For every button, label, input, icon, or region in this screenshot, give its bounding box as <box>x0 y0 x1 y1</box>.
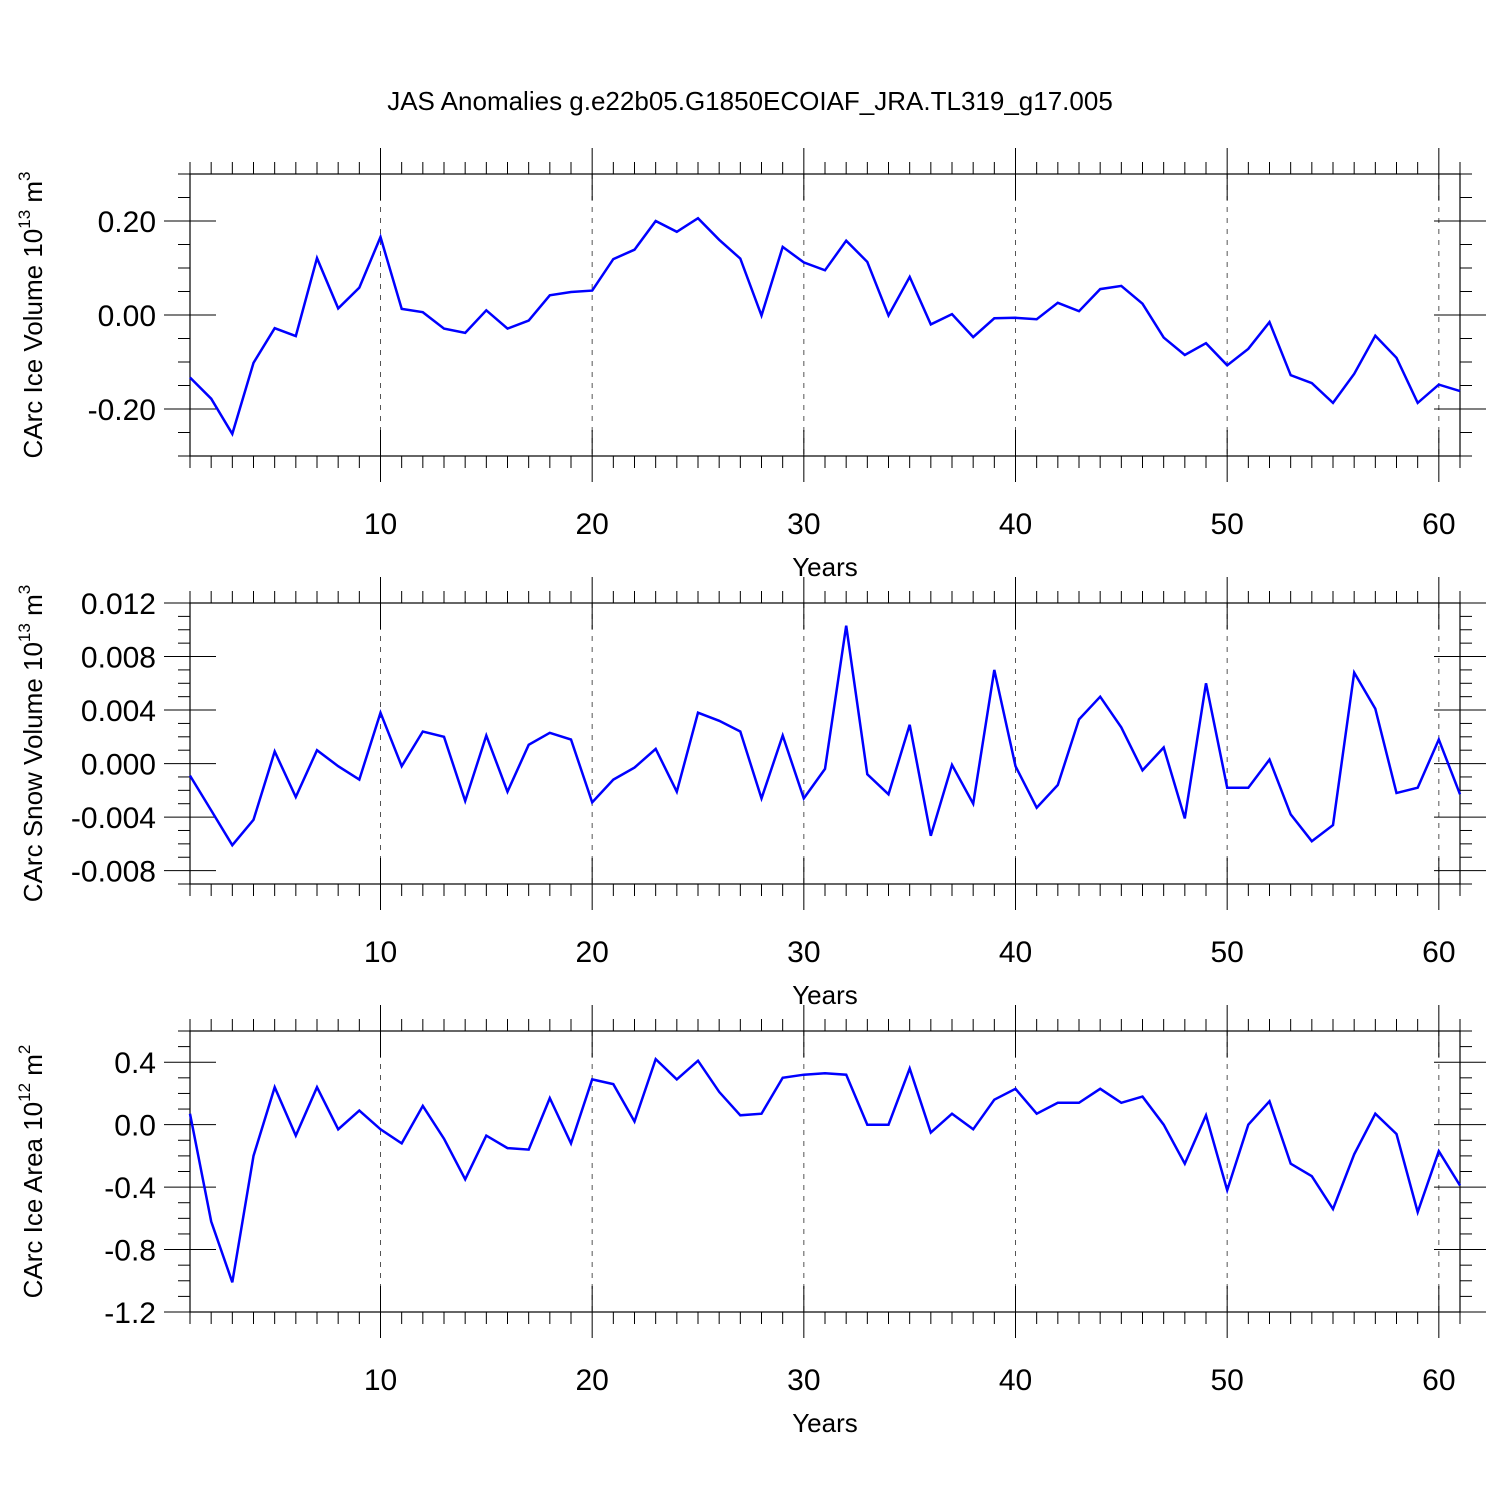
x-axis-label: Years <box>792 1408 858 1438</box>
y-axis-label: CArc Snow Volume 1013 m3 <box>15 585 48 902</box>
panel-3: -1.2 -0.8 -0.4 0.0 0.4 10 20 30 40 50 60 Years CArc … <box>15 1005 1486 1438</box>
y-tick-label: 0.4 <box>114 1047 156 1080</box>
x-tick-label: 30 <box>787 1364 820 1397</box>
chart-title: JAS Anomalies g.e22b05.G1850ECOIAF_JRA.T… <box>387 86 1113 116</box>
series-line <box>188 625 1462 848</box>
x-tick-label: 20 <box>575 508 608 541</box>
y-tick-label: 0.00 <box>98 300 156 333</box>
y-tick-label: -0.4 <box>104 1172 156 1205</box>
x-axis-label: Years <box>792 980 858 1010</box>
x-tick-label: 60 <box>1422 508 1455 541</box>
x-tick-label: 40 <box>999 1364 1032 1397</box>
series-line <box>189 216 1461 437</box>
x-tick-label: 20 <box>575 1364 608 1397</box>
panel-2: -0.008 -0.004 0.000 0.004 0.008 0.012 10 20 30 40… <box>15 577 1486 1010</box>
y-tick-label: 0.0 <box>114 1110 156 1143</box>
y-tick-label: 0.000 <box>81 749 156 782</box>
x-tick-label: 30 <box>787 508 820 541</box>
x-axis-label: Years <box>792 552 858 582</box>
x-tick-label: 50 <box>1210 508 1243 541</box>
x-tick-label: 40 <box>999 936 1032 969</box>
y-tick-label: -0.8 <box>104 1235 156 1268</box>
x-tick-label: 10 <box>364 936 397 969</box>
y-tick-label: 0.008 <box>81 642 156 675</box>
x-tick-label: 10 <box>364 1364 397 1397</box>
x-tick-label: 60 <box>1422 1364 1455 1397</box>
y-tick-label: -1.2 <box>104 1297 156 1330</box>
x-tick-label: 20 <box>575 936 608 969</box>
x-tick-label: 10 <box>364 508 397 541</box>
y-tick-label: 0.20 <box>98 206 156 239</box>
y-tick-label: 0.012 <box>81 588 156 621</box>
panel-1: -0.20 0.00 0.20 10 20 30 40 50 60 Years CArc Ice V… <box>15 148 1486 582</box>
x-tick-label: 50 <box>1210 936 1243 969</box>
y-tick-label: 0.004 <box>81 695 156 728</box>
x-tick-label: 60 <box>1422 936 1455 969</box>
panels: -0.20 0.00 0.20 10 20 30 40 50 60 Years CArc Ice V… <box>15 148 1486 1438</box>
y-tick-label: -0.004 <box>71 802 156 835</box>
x-tick-label: 30 <box>787 936 820 969</box>
y-axis-label: CArc Ice Area 1012 m2 <box>15 1045 48 1299</box>
y-tick-label: -0.008 <box>71 856 156 889</box>
series-line <box>188 1056 1462 1283</box>
x-tick-label: 40 <box>999 508 1032 541</box>
y-axis-label: CArc Ice Volume 1013 m3 <box>15 171 48 458</box>
y-tick-label: -0.20 <box>88 394 156 427</box>
x-tick-label: 50 <box>1210 1364 1243 1397</box>
